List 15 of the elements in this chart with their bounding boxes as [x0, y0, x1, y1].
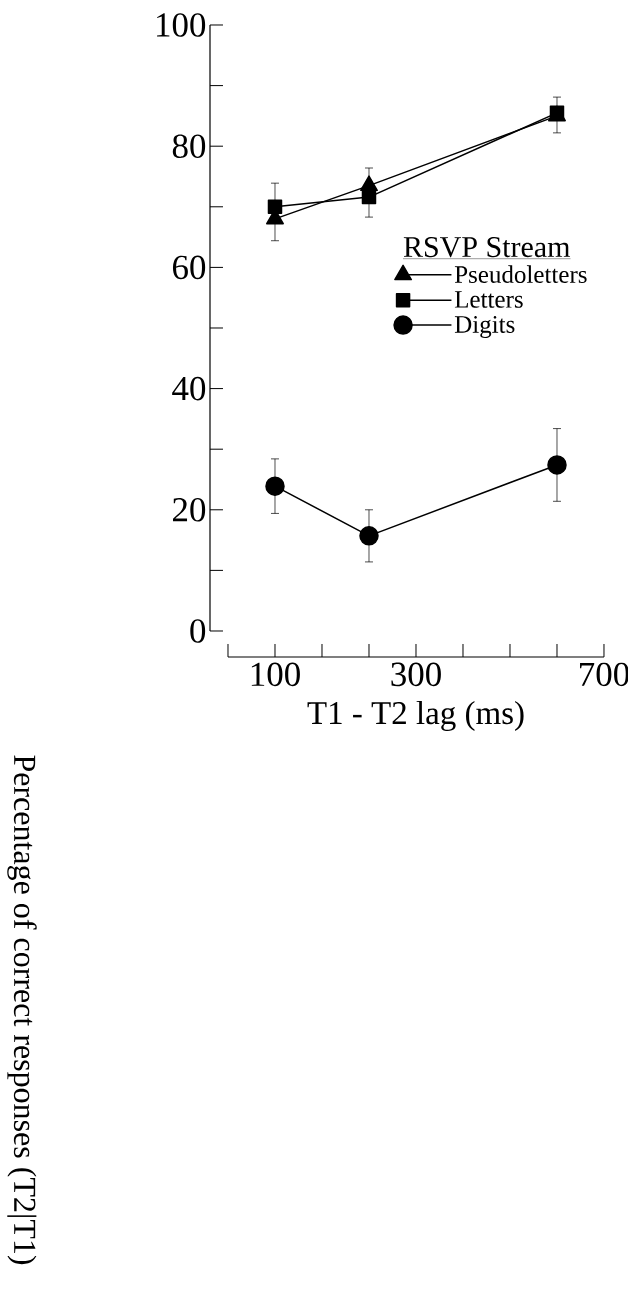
y-tick-label: 20: [173, 497, 206, 522]
legend-label: Digits: [454, 316, 515, 339]
x-tick-label: 300: [391, 662, 441, 687]
x-tick-label: 700: [580, 662, 628, 687]
x-axis-title: T1 - T2 lag (ms): [307, 701, 524, 732]
y-tick-label: 80: [172, 134, 206, 159]
y-tick-label: 100: [157, 13, 206, 37]
y-axis-title: Percentage of correct responses (T2|T1): [7, 755, 37, 1265]
y-tick-label: 60: [172, 255, 206, 280]
y-tick-label: 0: [190, 619, 206, 643]
legend-title: RSVP Stream: [403, 236, 571, 258]
legend-label: Letters: [454, 291, 523, 308]
y-tick-label: 40: [172, 376, 206, 401]
legend-label: Pseudoletters: [454, 265, 587, 283]
x-tick-label: 100: [251, 662, 300, 687]
